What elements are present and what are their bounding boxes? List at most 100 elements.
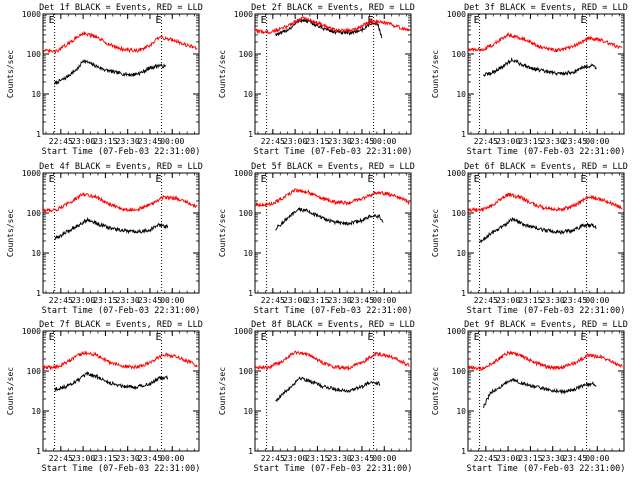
x-tick-label: 00:00 xyxy=(160,454,184,463)
y-tick-label: 10 xyxy=(456,249,466,258)
panel-8: Det 8f BLACK = Events, RED = LLD 1 10 100 10… xyxy=(218,320,415,474)
panel-title: Det 7f BLACK = Events, RED = LLD xyxy=(39,320,203,330)
y-tick-label: 1000 xyxy=(447,169,466,178)
series-events xyxy=(275,376,381,403)
x-tick-label: 23:15 xyxy=(93,296,117,305)
y-tick-label: 1 xyxy=(248,289,253,298)
marker-label: E xyxy=(49,332,55,343)
x-tick-label: 22:45 xyxy=(474,137,498,146)
x-tick-label: 23:30 xyxy=(328,296,352,305)
panel-4: Det 4f BLACK = Events, RED = LLD 1 10 100 10… xyxy=(6,162,203,316)
series-lld xyxy=(254,16,410,35)
x-tick-label: 23:30 xyxy=(116,296,140,305)
y-tick-label: 100 xyxy=(239,367,254,376)
marker-label: E xyxy=(156,174,162,185)
x-axis-title: Start Time (07-Feb-03 22:31:00) xyxy=(467,306,626,316)
y-tick-label: 1000 xyxy=(234,169,253,178)
series-events xyxy=(479,216,597,244)
plot-frame xyxy=(42,330,200,452)
marker-label: E xyxy=(261,15,267,26)
panel-title: Det 6f BLACK = Events, RED = LLD xyxy=(464,162,628,172)
series-lld xyxy=(467,192,623,213)
y-axis-title: Counts/sec xyxy=(431,367,440,415)
marker-label: E xyxy=(581,15,587,26)
y-tick-label: 1000 xyxy=(447,10,466,19)
x-tick-label: 23:15 xyxy=(518,137,542,146)
marker-label: E xyxy=(49,15,55,26)
x-tick-label: 23:45 xyxy=(563,137,587,146)
x-tick-label: 23:45 xyxy=(138,137,162,146)
plot-frame xyxy=(254,330,412,452)
y-tick-label: 1000 xyxy=(22,327,41,336)
y-axis-title: Counts/sec xyxy=(431,50,440,98)
series-events xyxy=(275,207,384,231)
y-tick-label: 1 xyxy=(461,447,466,456)
x-tick-label: 23:15 xyxy=(93,137,117,146)
x-tick-label: 23:00 xyxy=(71,296,95,305)
x-tick-label: 23:30 xyxy=(116,137,140,146)
panel-6: Det 6f BLACK = Events, RED = LLD 1 10 100 10… xyxy=(431,162,628,316)
x-tick-label: 00:00 xyxy=(160,137,184,146)
plot-frame xyxy=(254,172,412,294)
y-tick-label: 1 xyxy=(248,130,253,139)
x-tick-label: 22:45 xyxy=(261,454,285,463)
y-tick-label: 10 xyxy=(243,407,253,416)
y-tick-label: 1 xyxy=(461,130,466,139)
y-axis-title: Counts/sec xyxy=(6,367,15,415)
y-axis-title: Counts/sec xyxy=(431,209,440,257)
y-tick-label: 100 xyxy=(452,50,467,59)
x-tick-label: 23:15 xyxy=(518,454,542,463)
plot-frame xyxy=(42,13,200,135)
x-tick-label: 23:45 xyxy=(350,137,374,146)
panel-title: Det 3f BLACK = Events, RED = LLD xyxy=(464,3,628,13)
y-tick-label: 1000 xyxy=(447,327,466,336)
y-axis-title: Counts/sec xyxy=(6,50,15,98)
x-axis-title: Start Time (07-Feb-03 22:31:00) xyxy=(42,464,201,474)
x-tick-label: 00:00 xyxy=(372,296,396,305)
y-tick-label: 100 xyxy=(239,209,254,218)
x-tick-label: 23:00 xyxy=(496,137,520,146)
y-tick-label: 1000 xyxy=(234,327,253,336)
plot-frame xyxy=(467,172,625,294)
series-lld xyxy=(254,188,410,208)
x-tick-label: 22:45 xyxy=(261,137,285,146)
series-lld xyxy=(42,192,198,214)
x-tick-label: 23:45 xyxy=(350,296,374,305)
y-tick-label: 100 xyxy=(27,209,42,218)
x-tick-label: 23:00 xyxy=(496,296,520,305)
y-tick-label: 10 xyxy=(31,249,41,258)
plot-frame xyxy=(467,13,625,135)
x-axis-title: Start Time (07-Feb-03 22:31:00) xyxy=(467,464,626,474)
x-tick-label: 22:45 xyxy=(49,296,73,305)
series-lld xyxy=(467,350,623,372)
x-tick-label: 23:15 xyxy=(518,296,542,305)
x-axis-title: Start Time (07-Feb-03 22:31:00) xyxy=(467,147,626,157)
x-tick-label: 23:15 xyxy=(305,296,329,305)
x-tick-label: 22:45 xyxy=(49,137,73,146)
y-axis-title: Counts/sec xyxy=(218,209,227,257)
y-axis-title: Counts/sec xyxy=(218,367,227,415)
x-tick-label: 23:15 xyxy=(93,454,117,463)
marker-label: E xyxy=(368,332,374,343)
x-tick-label: 23:00 xyxy=(496,454,520,463)
series-lld xyxy=(254,350,410,372)
marker-label: E xyxy=(49,174,55,185)
x-tick-label: 23:00 xyxy=(71,454,95,463)
y-tick-label: 10 xyxy=(243,90,253,99)
y-tick-label: 10 xyxy=(456,90,466,99)
x-tick-label: 23:30 xyxy=(116,454,140,463)
x-tick-label: 00:00 xyxy=(372,137,396,146)
x-tick-label: 00:00 xyxy=(585,137,609,146)
x-tick-label: 22:45 xyxy=(261,296,285,305)
marker-label: E xyxy=(156,15,162,26)
plot-frame xyxy=(254,13,412,135)
x-tick-label: 22:45 xyxy=(49,454,73,463)
y-tick-label: 1 xyxy=(36,130,41,139)
series-events xyxy=(483,377,597,409)
y-tick-label: 1 xyxy=(36,447,41,456)
panel-1: Det 1f BLACK = Events, RED = LLD 1 10 100 10… xyxy=(6,3,203,157)
x-tick-label: 23:30 xyxy=(541,137,565,146)
x-tick-label: 00:00 xyxy=(585,454,609,463)
x-tick-label: 23:15 xyxy=(305,137,329,146)
